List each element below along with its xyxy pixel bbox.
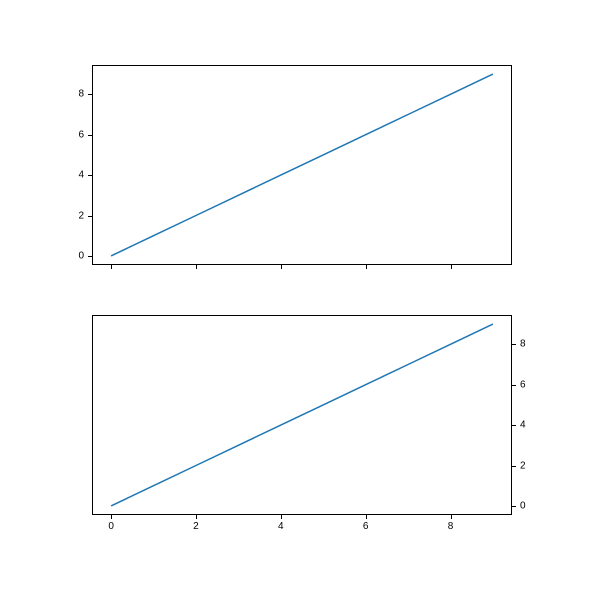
ytick-label: 4 xyxy=(512,420,526,431)
xtick-label: 2 xyxy=(193,515,199,532)
ytick-label: 6 xyxy=(512,379,526,390)
ytick-label: 8 xyxy=(78,89,92,100)
subplot-bottom: 0 2 4 6 8 0 2 4 6 8 xyxy=(92,315,512,515)
xtick-mark xyxy=(196,265,197,269)
xtick-label: 4 xyxy=(278,515,284,532)
ytick-label: 2 xyxy=(512,460,526,471)
xtick-mark xyxy=(281,265,282,269)
xtick-label: 8 xyxy=(448,515,454,532)
xtick-label: 6 xyxy=(363,515,369,532)
ytick-label: 0 xyxy=(78,250,92,261)
xtick-mark xyxy=(451,265,452,269)
xtick-mark xyxy=(111,265,112,269)
line-series xyxy=(92,315,512,515)
line-series xyxy=(92,65,512,265)
xtick-mark xyxy=(366,265,367,269)
ytick-label: 2 xyxy=(78,210,92,221)
ytick-label: 6 xyxy=(78,129,92,140)
xtick-label: 0 xyxy=(108,515,114,532)
ytick-label: 8 xyxy=(512,339,526,350)
subplot-top: 0 2 4 6 8 xyxy=(92,65,512,265)
ytick-label: 4 xyxy=(78,170,92,181)
ytick-label: 0 xyxy=(512,500,526,511)
figure: 0 2 4 6 8 0 2 4 6 8 0 2 xyxy=(0,0,600,600)
